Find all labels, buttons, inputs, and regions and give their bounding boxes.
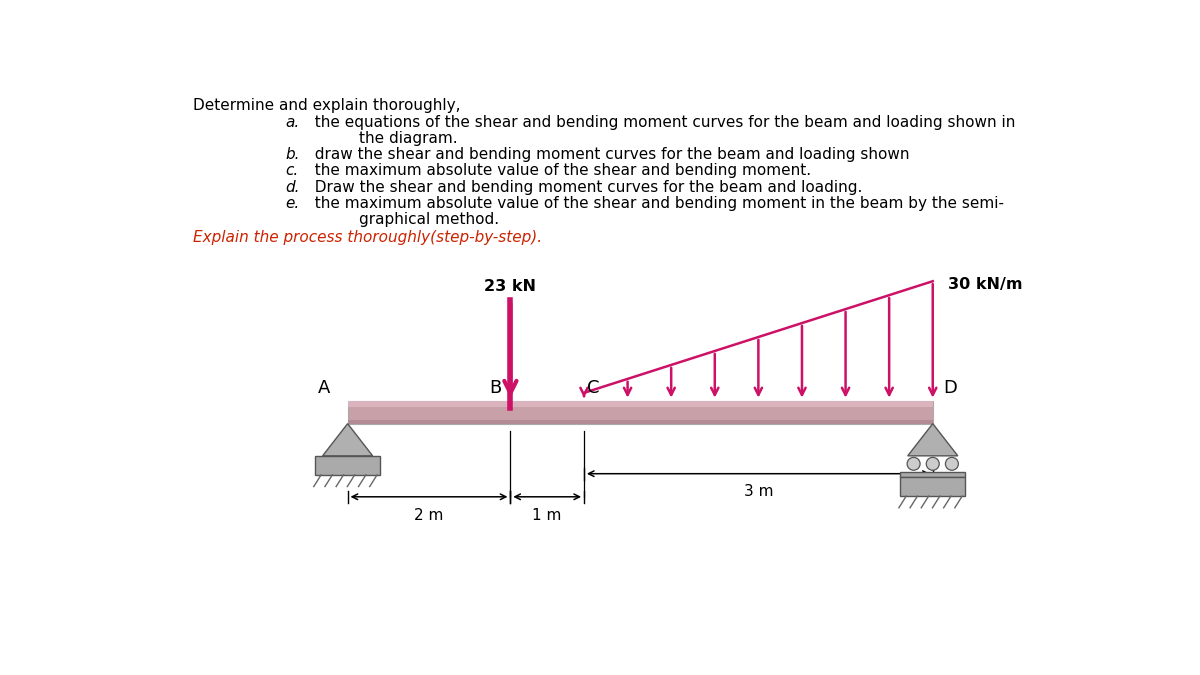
Text: a.: a.: [286, 115, 300, 130]
Polygon shape: [323, 424, 373, 456]
Text: C: C: [587, 379, 600, 397]
Polygon shape: [907, 424, 958, 456]
Text: 3 m: 3 m: [744, 485, 773, 500]
Text: B: B: [488, 379, 502, 397]
Text: draw the shear and bending moment curves for the beam and loading shown: draw the shear and bending moment curves…: [305, 147, 910, 162]
Text: the maximum absolute value of the shear and bending moment in the beam by the se: the maximum absolute value of the shear …: [305, 196, 1004, 211]
Bar: [348, 400, 932, 408]
Text: 1 m: 1 m: [533, 508, 562, 522]
Circle shape: [907, 458, 920, 470]
Text: the diagram.: the diagram.: [359, 131, 458, 146]
Bar: [348, 420, 932, 424]
Text: e.: e.: [286, 196, 300, 211]
Circle shape: [946, 458, 959, 470]
Text: the maximum absolute value of the shear and bending moment.: the maximum absolute value of the shear …: [305, 163, 811, 178]
Text: b.: b.: [286, 147, 300, 162]
Text: 23 kN: 23 kN: [485, 279, 536, 294]
Text: d.: d.: [286, 180, 300, 194]
Circle shape: [926, 458, 940, 470]
Text: c.: c.: [286, 163, 299, 178]
Bar: [900, 472, 965, 477]
Text: A: A: [318, 379, 330, 397]
Text: Draw the shear and bending moment curves for the beam and loading.: Draw the shear and bending moment curves…: [305, 180, 863, 194]
Text: Explain the process thoroughly(step-by-step).: Explain the process thoroughly(step-by-s…: [193, 230, 541, 244]
Bar: [348, 400, 932, 424]
Text: Determine and explain thoroughly,: Determine and explain thoroughly,: [193, 98, 460, 113]
Text: D: D: [943, 379, 958, 397]
Bar: [900, 477, 965, 496]
Text: the equations of the shear and bending moment curves for the beam and loading sh: the equations of the shear and bending m…: [305, 115, 1015, 130]
Text: 2 m: 2 m: [414, 508, 444, 522]
Text: 30 kN/m: 30 kN/m: [948, 277, 1022, 292]
Bar: [316, 456, 380, 475]
Text: graphical method.: graphical method.: [359, 212, 499, 227]
